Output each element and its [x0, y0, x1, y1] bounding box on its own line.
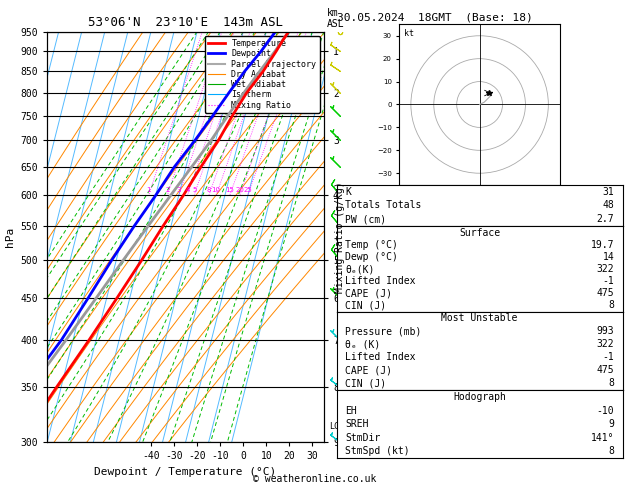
Text: θₑ(K): θₑ(K)	[345, 264, 374, 274]
Text: km
ASL: km ASL	[327, 8, 345, 29]
Text: 322: 322	[596, 264, 614, 274]
Text: θₑ (K): θₑ (K)	[345, 339, 381, 349]
Text: Most Unstable: Most Unstable	[442, 313, 518, 324]
Text: Pressure (mb): Pressure (mb)	[345, 327, 421, 336]
Text: SREH: SREH	[345, 419, 369, 429]
Text: kt: kt	[404, 29, 414, 38]
Text: 475: 475	[596, 365, 614, 375]
Text: 2.7: 2.7	[596, 214, 614, 224]
Text: CIN (J): CIN (J)	[345, 300, 386, 311]
Text: 31: 31	[603, 187, 614, 196]
Text: LCL: LCL	[330, 422, 345, 432]
Text: 4: 4	[185, 187, 189, 193]
Text: 8: 8	[608, 447, 614, 456]
Text: -1: -1	[603, 352, 614, 363]
Text: 19.7: 19.7	[591, 240, 614, 250]
Text: -10: -10	[596, 406, 614, 416]
Text: StmDir: StmDir	[345, 433, 381, 443]
Text: 14: 14	[603, 252, 614, 262]
Text: 5: 5	[192, 187, 196, 193]
Text: Dewp (°C): Dewp (°C)	[345, 252, 398, 262]
Y-axis label: hPa: hPa	[5, 227, 15, 247]
Text: 9: 9	[608, 419, 614, 429]
Text: 8: 8	[608, 378, 614, 388]
Text: CAPE (J): CAPE (J)	[345, 288, 392, 298]
Text: K: K	[345, 187, 351, 196]
Text: -1: -1	[603, 276, 614, 286]
Text: 993: 993	[596, 327, 614, 336]
Text: 25: 25	[243, 187, 252, 193]
Text: Lifted Index: Lifted Index	[345, 276, 416, 286]
Text: StmSpd (kt): StmSpd (kt)	[345, 447, 409, 456]
Text: 53°06'N  23°10'E  143m ASL: 53°06'N 23°10'E 143m ASL	[88, 16, 283, 29]
Text: Hodograph: Hodograph	[453, 392, 506, 402]
Text: 475: 475	[596, 288, 614, 298]
Text: Lifted Index: Lifted Index	[345, 352, 416, 363]
Text: 141°: 141°	[591, 433, 614, 443]
Text: 15: 15	[225, 187, 234, 193]
Text: Temp (°C): Temp (°C)	[345, 240, 398, 250]
Text: CIN (J): CIN (J)	[345, 378, 386, 388]
X-axis label: Dewpoint / Temperature (°C): Dewpoint / Temperature (°C)	[94, 467, 277, 477]
Text: 20: 20	[235, 187, 244, 193]
Text: 48: 48	[603, 200, 614, 210]
Text: © weatheronline.co.uk: © weatheronline.co.uk	[253, 473, 376, 484]
Text: 2: 2	[165, 187, 170, 193]
Text: 3: 3	[177, 187, 181, 193]
Text: 322: 322	[596, 339, 614, 349]
Text: Mixing Ratio (g/kg): Mixing Ratio (g/kg)	[335, 181, 345, 293]
Text: 8: 8	[608, 300, 614, 311]
Text: EH: EH	[345, 406, 357, 416]
Legend: Temperature, Dewpoint, Parcel Trajectory, Dry Adiabat, Wet Adiabat, Isotherm, Mi: Temperature, Dewpoint, Parcel Trajectory…	[205, 36, 320, 113]
Text: 10: 10	[212, 187, 221, 193]
Text: 8: 8	[207, 187, 211, 193]
Text: Surface: Surface	[459, 227, 500, 238]
Text: Totals Totals: Totals Totals	[345, 200, 421, 210]
Text: CAPE (J): CAPE (J)	[345, 365, 392, 375]
Text: 30.05.2024  18GMT  (Base: 18): 30.05.2024 18GMT (Base: 18)	[337, 12, 532, 22]
Text: PW (cm): PW (cm)	[345, 214, 386, 224]
Text: 1: 1	[147, 187, 151, 193]
